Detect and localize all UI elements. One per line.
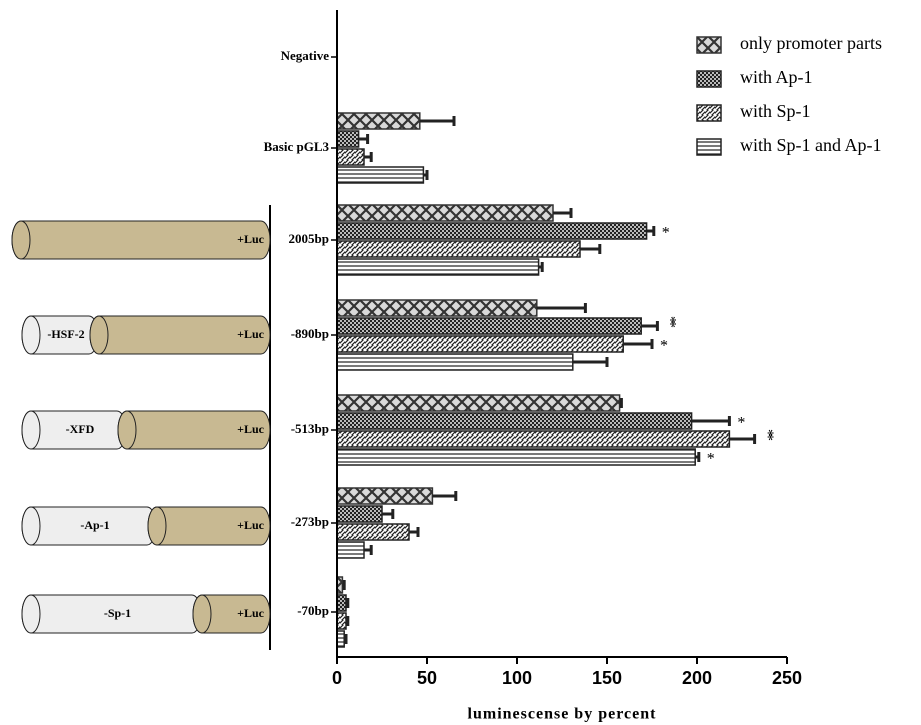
bar xyxy=(336,430,731,448)
bar xyxy=(336,166,425,184)
error-bar xyxy=(572,357,609,367)
segment-cap xyxy=(11,220,31,260)
bar xyxy=(336,394,621,412)
bar xyxy=(336,112,421,130)
category-label: -890bp xyxy=(291,326,329,341)
error-bar xyxy=(423,170,429,180)
bar xyxy=(336,335,624,353)
error-bar xyxy=(346,598,350,608)
legend-label: with Sp-1 xyxy=(740,101,811,121)
segment-cap xyxy=(21,506,41,546)
segment-cap xyxy=(147,506,167,546)
x-tick-label: 100 xyxy=(502,668,532,688)
x-tick-label: 250 xyxy=(772,668,802,688)
error-bar xyxy=(419,116,456,126)
error-bar xyxy=(691,416,731,426)
category-label: -70bp xyxy=(297,603,329,618)
legend-swatch xyxy=(696,70,722,88)
error-bar xyxy=(536,303,587,313)
error-bar xyxy=(619,398,623,408)
x-tick-label: 50 xyxy=(417,668,437,688)
error-bar xyxy=(646,226,656,236)
segment-label: +Luc xyxy=(237,606,265,620)
error-bar xyxy=(364,152,373,162)
x-axis-label: luminescense by percent xyxy=(468,706,657,723)
error-bar xyxy=(432,491,458,501)
legend-swatch xyxy=(696,138,722,156)
error-bar xyxy=(344,634,348,644)
error-bar xyxy=(409,527,420,537)
error-bar xyxy=(382,509,395,519)
x-tick-label: 0 xyxy=(332,668,342,688)
bar xyxy=(336,594,347,612)
error-bar xyxy=(580,244,602,254)
segment-label: +Luc xyxy=(237,518,265,532)
bar xyxy=(336,258,540,276)
bar xyxy=(336,222,648,240)
bar xyxy=(336,148,365,166)
segment-label: -XFD xyxy=(66,422,95,436)
error-bar xyxy=(623,339,654,349)
segment-cap xyxy=(21,410,41,450)
bar xyxy=(336,523,410,541)
category-label: Negative xyxy=(281,48,330,63)
significance-label: ** xyxy=(759,429,776,441)
segment-cap xyxy=(117,410,137,450)
error-bar xyxy=(364,545,373,555)
significance-label: * xyxy=(662,225,670,242)
bar xyxy=(336,412,693,430)
error-bar xyxy=(358,134,370,144)
error-bar xyxy=(346,616,350,626)
segment-cap xyxy=(192,594,212,634)
category-label: -273bp xyxy=(291,514,329,529)
bar xyxy=(336,448,696,466)
legend-label: with Ap-1 xyxy=(740,67,813,87)
error-bar xyxy=(641,321,659,331)
category-label: 2005bp xyxy=(289,231,329,246)
bar xyxy=(336,299,538,317)
segment-cap xyxy=(21,315,41,355)
bar xyxy=(336,353,574,371)
construct-segment xyxy=(11,220,271,260)
segment-label: -HSF-2 xyxy=(47,327,84,341)
segment-cap xyxy=(21,594,41,634)
bar xyxy=(336,204,554,222)
bar xyxy=(336,630,345,648)
segment-label: +Luc xyxy=(237,422,265,436)
bar xyxy=(336,130,360,148)
bar xyxy=(336,317,642,335)
segment-label: -Ap-1 xyxy=(80,518,109,532)
significance-label: * xyxy=(737,415,745,432)
category-label: Basic pGL3 xyxy=(264,139,330,154)
significance-label: ** xyxy=(662,316,679,328)
x-tick-label: 200 xyxy=(682,668,712,688)
segment-label: +Luc xyxy=(237,232,265,246)
category-label: -513bp xyxy=(291,421,329,436)
legend-swatch xyxy=(696,36,722,54)
error-bar xyxy=(538,262,544,272)
error-bar xyxy=(553,208,573,218)
bar xyxy=(336,612,347,630)
x-tick-label: 150 xyxy=(592,668,622,688)
significance-label: * xyxy=(660,338,668,355)
bar xyxy=(336,487,434,505)
legend-label: only promoter parts xyxy=(740,33,882,53)
significance-label: * xyxy=(707,451,715,468)
legend-swatch xyxy=(696,104,722,122)
bar xyxy=(336,505,383,523)
segment-label: +Luc xyxy=(237,327,265,341)
error-bar xyxy=(695,452,701,462)
segment-cap xyxy=(89,315,109,355)
error-bar xyxy=(729,434,757,444)
error-bar xyxy=(342,580,346,590)
bar xyxy=(336,240,581,258)
segment-label: -Sp-1 xyxy=(104,606,131,620)
bar xyxy=(336,541,365,559)
legend-label: with Sp-1 and Ap-1 xyxy=(740,135,882,155)
